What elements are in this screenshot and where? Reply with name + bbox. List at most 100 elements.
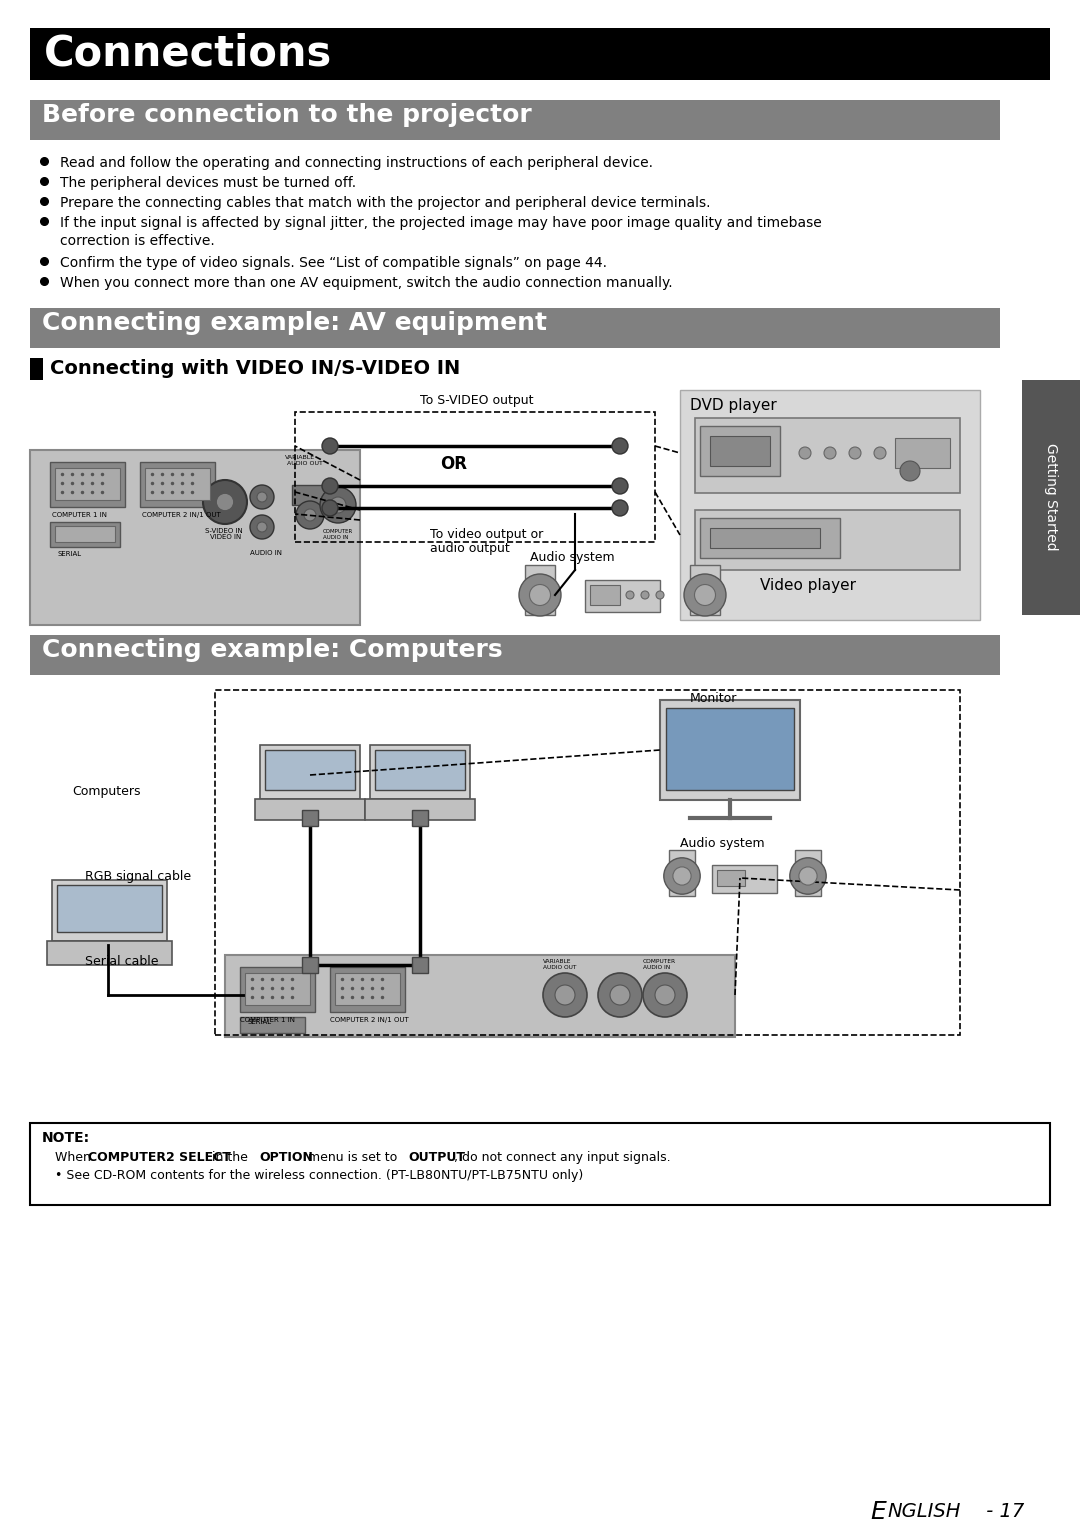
Bar (245, 973, 310, 1005)
Text: COMPUTER 2 IN/1 OUT: COMPUTER 2 IN/1 OUT (141, 512, 220, 518)
Text: NGLISH: NGLISH (887, 1502, 960, 1520)
Bar (712, 865, 777, 892)
Text: AUDIO OUT: AUDIO OUT (287, 461, 323, 466)
Circle shape (322, 478, 338, 494)
Circle shape (249, 484, 274, 509)
Bar (795, 850, 821, 895)
Circle shape (849, 448, 861, 458)
Text: If the input signal is affected by signal jitter, the projected image may have p: If the input signal is affected by signa… (60, 215, 822, 231)
Bar (50, 461, 125, 507)
Circle shape (610, 986, 630, 1005)
Bar (50, 523, 120, 547)
Circle shape (673, 866, 691, 885)
Circle shape (612, 500, 627, 516)
Bar (225, 955, 735, 1038)
Text: COMPUTER2 SELECT: COMPUTER2 SELECT (87, 1151, 230, 1164)
Bar (302, 810, 318, 827)
Text: COMPUTER
AUDIO IN: COMPUTER AUDIO IN (643, 960, 676, 970)
Bar (145, 468, 210, 500)
Bar (680, 390, 980, 620)
Bar (265, 750, 355, 790)
Text: Connections: Connections (44, 32, 333, 73)
Text: COMPUTER 1 IN: COMPUTER 1 IN (52, 512, 107, 518)
Text: To S-VIDEO output: To S-VIDEO output (420, 394, 534, 406)
Bar (1022, 380, 1080, 614)
Text: SERIAL: SERIAL (58, 552, 82, 558)
Text: OR: OR (440, 455, 467, 474)
Circle shape (322, 500, 338, 516)
Bar (292, 484, 332, 504)
Bar (30, 451, 360, 625)
Circle shape (257, 492, 267, 503)
Circle shape (656, 591, 664, 599)
Text: When you connect more than one AV equipment, switch the audio connection manuall: When you connect more than one AV equipm… (60, 277, 673, 290)
Circle shape (900, 461, 920, 481)
Text: Confirm the type of video signals. See “List of compatible signals” on page 44.: Confirm the type of video signals. See “… (60, 257, 607, 270)
Text: Before connection to the projector: Before connection to the projector (42, 102, 531, 127)
Text: • See CD-ROM contents for the wireless connection. (PT-LB80NTU/PT-LB75NTU only): • See CD-ROM contents for the wireless c… (55, 1169, 583, 1183)
Circle shape (216, 494, 233, 510)
Circle shape (684, 575, 726, 616)
Bar (240, 967, 315, 1012)
Bar (411, 810, 428, 827)
Circle shape (799, 866, 818, 885)
Bar (411, 957, 428, 973)
Text: Audio system: Audio system (680, 837, 765, 850)
Bar (30, 99, 1000, 141)
Text: RGB signal cable: RGB signal cable (85, 869, 191, 883)
Text: AUDIO IN: AUDIO IN (323, 535, 349, 539)
Bar (30, 28, 1050, 79)
Circle shape (799, 448, 811, 458)
Text: VARIABLE: VARIABLE (285, 455, 315, 460)
Bar (30, 309, 1000, 348)
Circle shape (322, 439, 338, 454)
Text: OUTPUT: OUTPUT (408, 1151, 465, 1164)
Bar (696, 419, 960, 494)
Bar (669, 850, 696, 895)
Text: Prepare the connecting cables that match with the projector and peripheral devic: Prepare the connecting cables that match… (60, 196, 711, 209)
Circle shape (612, 478, 627, 494)
Bar (57, 885, 162, 932)
Bar (52, 880, 167, 941)
Bar (375, 750, 465, 790)
Bar (666, 707, 794, 790)
Circle shape (257, 523, 267, 532)
Text: Computers: Computers (72, 785, 140, 798)
Bar (365, 799, 475, 821)
Text: SERIAL: SERIAL (248, 1019, 272, 1025)
Text: , do not connect any input signals.: , do not connect any input signals. (454, 1151, 670, 1164)
Circle shape (824, 448, 836, 458)
Bar (30, 1123, 1050, 1206)
Bar (48, 941, 172, 966)
Bar (690, 565, 720, 614)
Text: Read and follow the operating and connecting instructions of each peripheral dev: Read and follow the operating and connec… (60, 156, 653, 170)
Bar (302, 957, 318, 973)
Text: To video output or: To video output or (430, 529, 543, 541)
Bar (590, 585, 620, 605)
Text: Connecting example: Computers: Connecting example: Computers (42, 639, 502, 662)
Text: Getting Started: Getting Started (1044, 443, 1058, 550)
Bar (335, 973, 400, 1005)
Text: OPTION: OPTION (259, 1151, 313, 1164)
Bar (710, 435, 770, 466)
Text: NOTE:: NOTE: (42, 1131, 90, 1144)
Text: E: E (870, 1500, 886, 1523)
Text: in the: in the (207, 1151, 252, 1164)
Text: When: When (55, 1151, 95, 1164)
Text: VIDEO IN: VIDEO IN (210, 533, 241, 539)
Circle shape (598, 973, 642, 1018)
Bar (717, 869, 745, 886)
Circle shape (529, 585, 551, 605)
Text: Monitor: Monitor (690, 692, 738, 704)
Text: Serial cable: Serial cable (85, 955, 159, 969)
Text: correction is effective.: correction is effective. (60, 234, 215, 248)
Text: VARIABLE
AUDIO OUT: VARIABLE AUDIO OUT (543, 960, 577, 970)
Circle shape (330, 497, 346, 513)
Circle shape (296, 501, 324, 529)
Bar (295, 413, 654, 542)
Text: S-VIDEO IN: S-VIDEO IN (205, 529, 243, 533)
Text: AUDIO IN: AUDIO IN (249, 550, 282, 556)
Circle shape (654, 986, 675, 1005)
Circle shape (543, 973, 588, 1018)
Text: Connecting example: AV equipment: Connecting example: AV equipment (42, 312, 546, 335)
